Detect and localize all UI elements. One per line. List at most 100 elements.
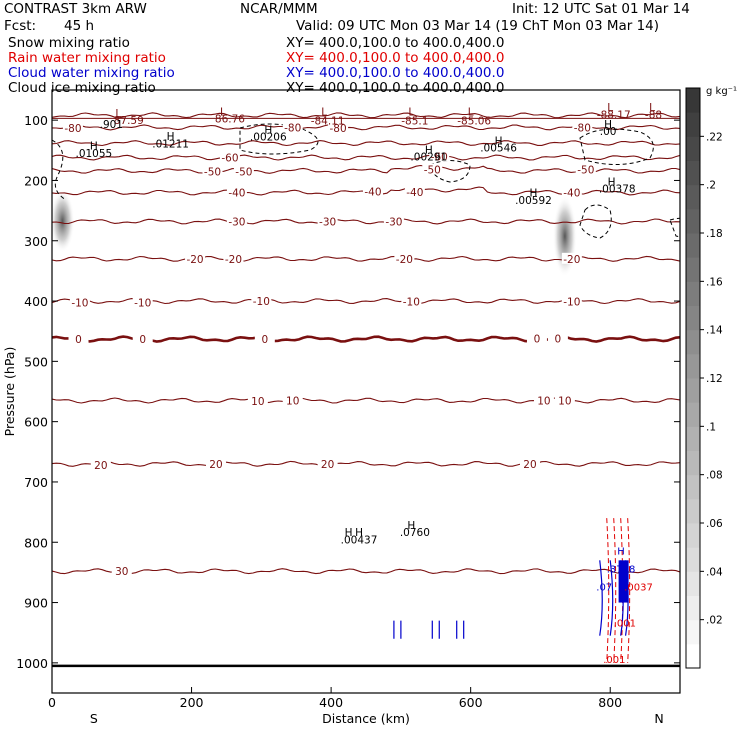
colorbar-cell-7 [686,474,700,500]
extrema-label-19: H [264,124,272,136]
field-rain-name: Rain water mixing ratio [8,50,166,66]
contour-label-39: 30 [115,566,128,578]
contour-label-5: -60 [431,151,448,163]
colorbar-tick-label-1: .04 [706,566,723,578]
x-tick-label-200: 200 [180,695,204,710]
contour-label-16: -30 [385,216,402,228]
colorbar-unit: g kg⁻¹ [706,86,737,97]
contour-label-bg-22 [132,296,153,308]
y-tick-label-800: 800 [24,535,48,550]
contour-label-bg-13 [561,186,582,198]
contour-label-bg-12 [404,185,425,197]
x-axis-label: Distance (km) [322,711,410,726]
contour-label-10: -40 [228,188,245,200]
field-snow-name: Snow mixing ratio [8,35,130,51]
endpoint-north: N [654,711,663,726]
colorbar-cell-8 [686,450,700,476]
center-label: NCAR/MMM [240,1,318,17]
extrema-label-32: H [355,527,363,539]
extrema-label-8: -85.1 [401,115,428,127]
extrema-label-5: L [321,106,327,118]
cloudwater-contour-0 [599,560,603,636]
contour-label-bg-20 [561,252,582,264]
temp-contour-m60 [52,154,680,161]
contour-label-bg-32 [282,394,303,406]
extrema-label-27: H [530,188,538,200]
contour-label-13: -40 [563,188,580,200]
temp-contour-m50 [52,164,680,174]
contour-label-bg-1 [282,121,303,133]
contour-label-bg-9 [575,163,596,175]
contour-label-bg-27 [132,333,153,345]
y-tick-label-500: 500 [24,354,48,369]
model-title: CONTRAST 3km ARW [4,1,147,17]
contour-label-35: 20 [94,460,107,472]
contour-label-bg-0 [62,121,83,133]
cloudwater-low-1 [431,620,440,639]
y-tick-label-900: 900 [24,596,48,611]
contour-label-bg-33 [533,394,554,406]
forecast-hours: 45 h [64,18,95,34]
cloudwater-label-1: .3758 [607,564,636,575]
rain-label-0: .001 [603,655,625,666]
contour-label-31: 10 [251,396,264,408]
colorbar-cell-20 [686,160,700,186]
temp-contour-30 [52,568,680,575]
colorbar-cell-23 [686,88,700,113]
contour-label-bg-23 [251,295,272,307]
contour-label-bg-4 [219,151,240,163]
field-rain-xy: XY= 400.0,100.0 to 400.0,400.0 [286,50,505,66]
extrema-label-21: H [425,144,433,156]
rain-label-1: .001 [614,619,636,630]
cloud-ice-outline-2 [579,128,654,166]
cloudwater-contour-1 [609,560,614,636]
temp-contour-m88 [52,112,680,119]
contour-label-0: -80 [64,123,81,135]
contour-label-4: -60 [221,153,238,165]
extrema-label-33: .00437 [341,534,378,546]
contour-label-bg-36 [205,457,226,469]
contour-label-bg-15 [317,215,338,227]
contour-label-8: -50 [424,165,441,177]
cloudwater-label-0: .07 [596,582,612,593]
colorbar-cell-21 [686,136,700,161]
colorbar-cell-10 [686,402,700,427]
extrema-label-22: .00291 [410,152,447,164]
contour-label-3: -80 [330,123,347,135]
contour-label-bg-5 [429,150,450,162]
extrema-label-16: .01055 [75,148,112,160]
contour-label-bg-14 [226,215,247,227]
y-tick-label-400: 400 [24,294,48,309]
contour-label-bg-3 [328,121,349,133]
x-tick-label-800: 800 [598,695,622,710]
colorbar-cell-16 [686,257,700,282]
contour-label-25: -10 [563,297,580,309]
extrema-label-23: H [495,135,503,147]
contour-label-28: 0 [261,334,268,346]
contour-label-bg-18 [223,252,244,264]
snow-shading-0 [52,189,75,253]
rain-label-2: .0037 [624,582,653,593]
contour-label-7: -50 [235,166,252,178]
temp-contour-20 [52,460,680,467]
cloudwater-low-2 [456,620,465,639]
colorbar-cell-19 [686,184,700,210]
extrema-label-0: L [115,108,121,120]
rain-contour-0 [606,518,610,663]
contour-label-27: 0 [139,334,146,346]
colorbar-tick-label-2: .06 [706,518,723,530]
colorbar-cell-4 [686,547,700,572]
extrema-label-29: H [608,176,616,188]
extrema-label-26: .00 [600,126,617,138]
cloudwater-low-0 [393,620,402,639]
contour-label-bg-2 [572,121,593,133]
field-cloudice-xy: XY= 400.0,100.0 to 400.0,400.0 [286,80,505,96]
temp-contour-m30 [52,218,680,225]
contour-label-9: -50 [577,165,594,177]
extrema-label-14: -88 [645,109,662,121]
colorbar-tick-label-4: .1 [706,421,716,433]
colorbar-tick-label-9: .2 [706,180,716,192]
endpoint-south: S [90,711,98,726]
cloud-ice-outline-1 [239,123,319,155]
contour-label-12: -40 [406,187,423,199]
